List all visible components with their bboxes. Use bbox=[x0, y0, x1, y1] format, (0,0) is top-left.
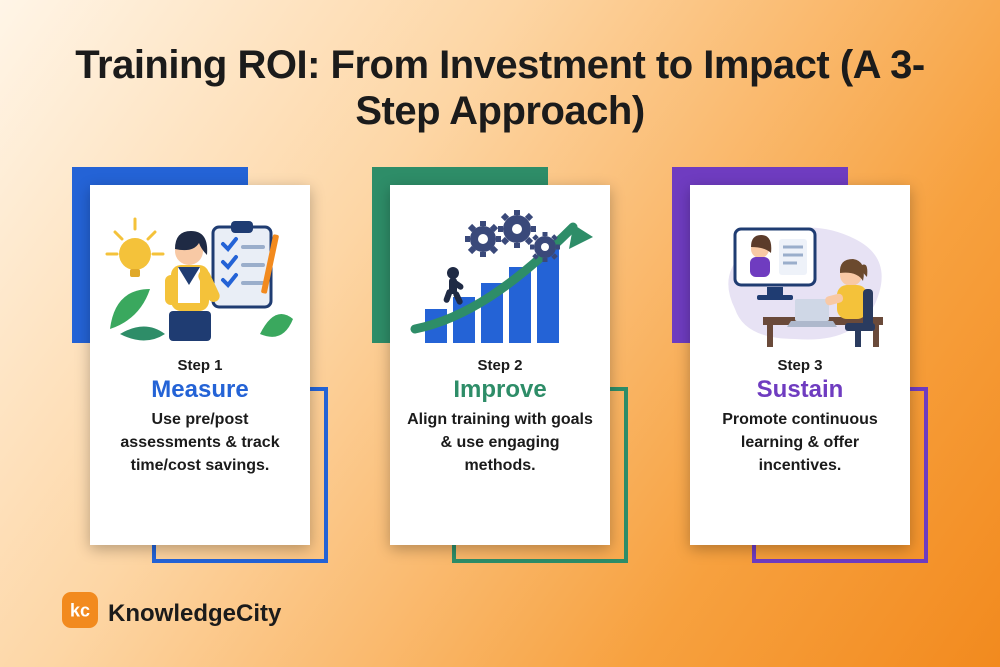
main-title: Training ROI: From Investment to Impact … bbox=[0, 42, 1000, 134]
step-description: Align training with goals & use engaging… bbox=[404, 408, 596, 478]
sustain-illustration bbox=[704, 199, 896, 349]
step-description: Use pre/post assessments & track time/co… bbox=[104, 408, 296, 478]
step-name: Improve bbox=[404, 376, 596, 404]
card-measure: Step 1 Measure Use pre/post assessments … bbox=[90, 185, 310, 545]
cards-row: Step 1 Measure Use pre/post assessments … bbox=[0, 185, 1000, 545]
card-body: Step 3 Sustain Promote continuous learni… bbox=[690, 185, 910, 545]
card-body: Step 1 Measure Use pre/post assessments … bbox=[90, 185, 310, 545]
step-description: Promote continuous learning & offer ince… bbox=[704, 408, 896, 478]
brand-icon: kc bbox=[62, 592, 98, 635]
step-name: Measure bbox=[104, 376, 296, 404]
step-label: Step 3 bbox=[704, 357, 896, 374]
step-label: Step 1 bbox=[104, 357, 296, 374]
card-improve: Step 2 Improve Align training with goals… bbox=[390, 185, 610, 545]
brand: kc KnowledgeCity bbox=[62, 592, 281, 635]
measure-illustration bbox=[104, 199, 296, 349]
step-label: Step 2 bbox=[404, 357, 596, 374]
infographic-stage: Training ROI: From Investment to Impact … bbox=[0, 0, 1000, 667]
svg-text:kc: kc bbox=[70, 600, 90, 620]
card-sustain: Step 3 Sustain Promote continuous learni… bbox=[690, 185, 910, 545]
brand-text: KnowledgeCity bbox=[108, 600, 281, 628]
step-name: Sustain bbox=[704, 376, 896, 404]
card-body: Step 2 Improve Align training with goals… bbox=[390, 185, 610, 545]
improve-illustration bbox=[404, 199, 596, 349]
